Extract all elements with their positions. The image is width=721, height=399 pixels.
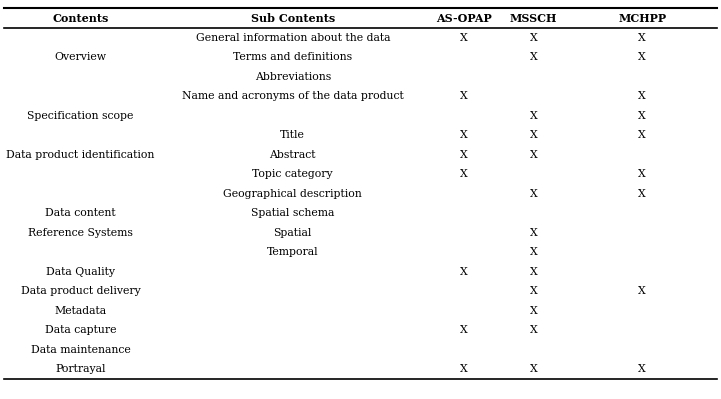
Text: X: X xyxy=(529,150,537,160)
Text: X: X xyxy=(460,130,468,140)
Text: X: X xyxy=(529,189,537,199)
Text: X: X xyxy=(529,52,537,62)
Text: X: X xyxy=(529,111,537,121)
Text: X: X xyxy=(460,325,468,335)
Text: Name and acronyms of the data product: Name and acronyms of the data product xyxy=(182,91,404,101)
Text: X: X xyxy=(638,52,646,62)
Text: X: X xyxy=(529,364,537,374)
Text: Data maintenance: Data maintenance xyxy=(31,345,131,355)
Text: X: X xyxy=(529,228,537,238)
Text: Title: Title xyxy=(280,130,305,140)
Text: Spatial schema: Spatial schema xyxy=(251,208,335,218)
Text: MSSCH: MSSCH xyxy=(510,12,557,24)
Text: Portrayal: Portrayal xyxy=(56,364,106,374)
Text: X: X xyxy=(529,247,537,257)
Text: AS-OPAP: AS-OPAP xyxy=(436,12,492,24)
Text: Overview: Overview xyxy=(55,52,107,62)
Text: X: X xyxy=(529,286,537,296)
Text: Reference Systems: Reference Systems xyxy=(28,228,133,238)
Text: X: X xyxy=(529,33,537,43)
Text: Temporal: Temporal xyxy=(267,247,319,257)
Text: Spatial: Spatial xyxy=(273,228,312,238)
Text: X: X xyxy=(638,130,646,140)
Text: X: X xyxy=(460,150,468,160)
Text: X: X xyxy=(529,267,537,277)
Text: Contents: Contents xyxy=(53,12,109,24)
Text: X: X xyxy=(638,169,646,179)
Text: Terms and definitions: Terms and definitions xyxy=(233,52,353,62)
Text: Geographical description: Geographical description xyxy=(224,189,362,199)
Text: Abstract: Abstract xyxy=(270,150,316,160)
Text: X: X xyxy=(460,33,468,43)
Text: Abbreviations: Abbreviations xyxy=(255,72,331,82)
Text: Sub Contents: Sub Contents xyxy=(251,12,335,24)
Text: X: X xyxy=(460,267,468,277)
Text: Data content: Data content xyxy=(45,208,116,218)
Text: X: X xyxy=(638,189,646,199)
Text: X: X xyxy=(638,91,646,101)
Text: MCHPP: MCHPP xyxy=(618,12,666,24)
Text: X: X xyxy=(460,91,468,101)
Text: X: X xyxy=(529,306,537,316)
Text: X: X xyxy=(460,169,468,179)
Text: X: X xyxy=(638,33,646,43)
Text: X: X xyxy=(638,286,646,296)
Text: Data capture: Data capture xyxy=(45,325,116,335)
Text: Specification scope: Specification scope xyxy=(27,111,134,121)
Text: X: X xyxy=(460,364,468,374)
Text: X: X xyxy=(638,111,646,121)
Text: General information about the data: General information about the data xyxy=(195,33,390,43)
Text: X: X xyxy=(529,325,537,335)
Text: X: X xyxy=(638,364,646,374)
Text: Topic category: Topic category xyxy=(252,169,333,179)
Text: Data Quality: Data Quality xyxy=(46,267,115,277)
Text: Data product delivery: Data product delivery xyxy=(21,286,141,296)
Text: Metadata: Metadata xyxy=(55,306,107,316)
Text: X: X xyxy=(529,130,537,140)
Text: Data product identification: Data product identification xyxy=(6,150,155,160)
